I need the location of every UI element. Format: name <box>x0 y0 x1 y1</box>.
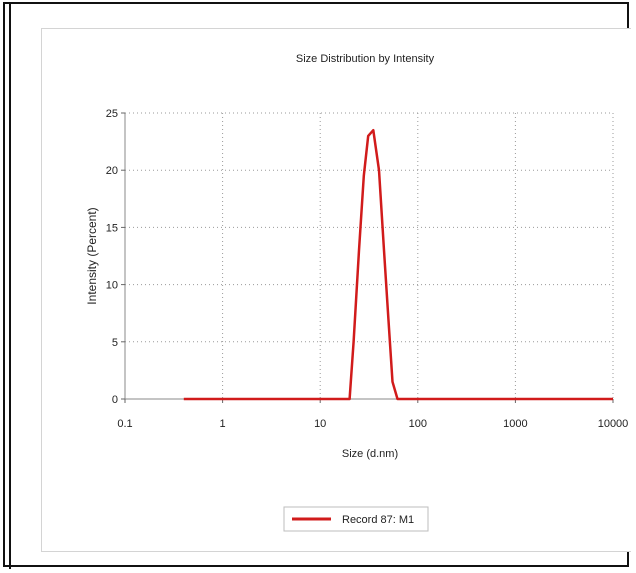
y-tick-label: 10 <box>106 280 118 292</box>
x-tick-label: 10000 <box>598 418 629 430</box>
x-tick-labels: 0.1 1 10 100 1000 10000 <box>117 418 628 430</box>
series-group <box>183 128 613 401</box>
frame-inner-line <box>9 4 11 569</box>
x-tick-label: 1000 <box>503 418 527 430</box>
series-line <box>183 128 613 401</box>
y-tick-label: 20 <box>106 165 118 177</box>
legend: Record 87: M1 <box>283 506 429 532</box>
y-tick-label: 25 <box>106 108 118 120</box>
chart-title: Size Distribution by Intensity <box>296 53 435 65</box>
y-tick-labels: 0 5 10 15 20 25 <box>106 108 118 406</box>
x-tick-label: 1 <box>220 418 226 430</box>
legend-label: Record 87: M1 <box>342 514 414 526</box>
grid <box>125 112 614 399</box>
y-tick-label: 0 <box>112 394 118 406</box>
y-tick-label: 5 <box>112 337 118 349</box>
x-tick-label: 0.1 <box>117 418 132 430</box>
chart-panel <box>41 28 631 552</box>
y-axis-label: Intensity (Percent) <box>85 207 99 304</box>
y-tick-label: 15 <box>106 222 118 234</box>
x-tick-label: 100 <box>409 418 427 430</box>
x-tick-label: 10 <box>314 418 326 430</box>
x-axis-label: Size (d.nm) <box>342 448 398 460</box>
